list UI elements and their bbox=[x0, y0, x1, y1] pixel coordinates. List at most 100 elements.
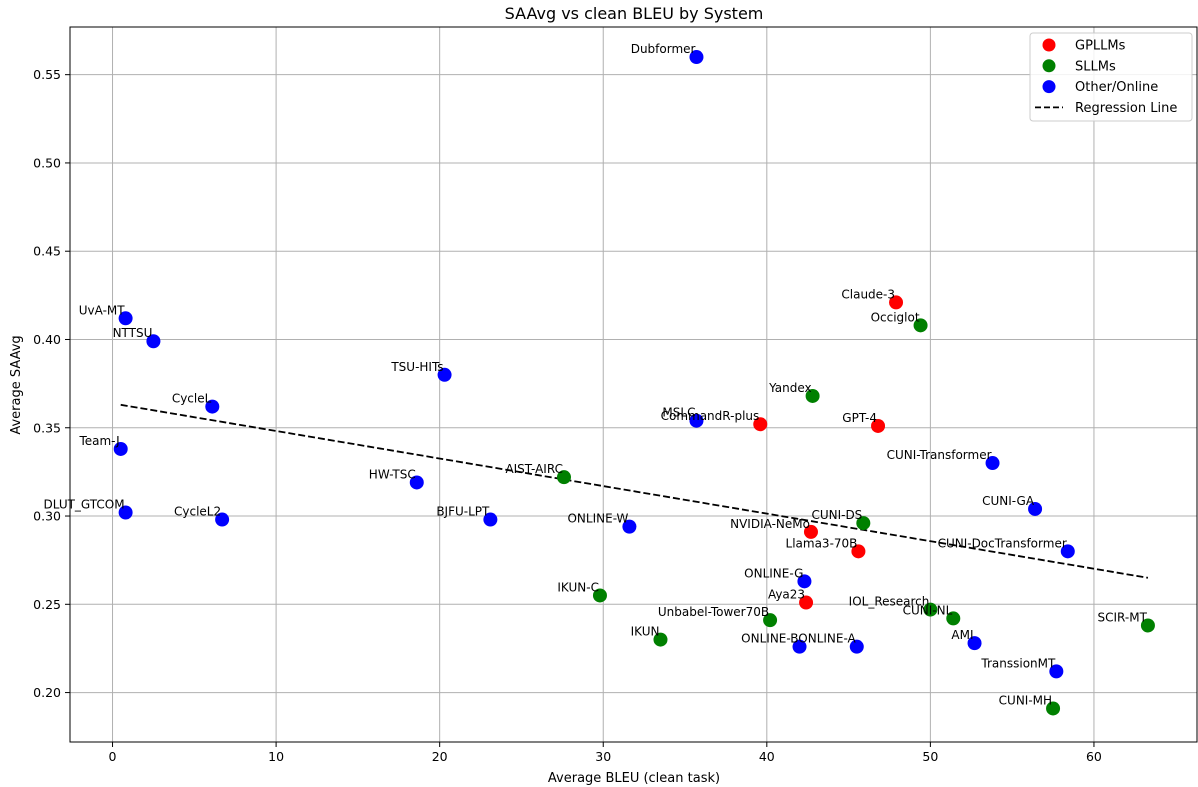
data-point bbox=[215, 512, 230, 527]
point-label: HW-TSC bbox=[369, 467, 416, 481]
plot-frame bbox=[69, 26, 1198, 743]
x-tick-label: 60 bbox=[1086, 749, 1102, 764]
point-label: DLUT_GTCOM bbox=[43, 497, 124, 511]
point-label: GPT-4 bbox=[842, 411, 877, 425]
point-label: CUNI-DocTransformer bbox=[938, 536, 1067, 550]
point-label: Dubformer bbox=[631, 42, 696, 56]
data-point bbox=[113, 441, 128, 456]
point-label: ONLINE-B bbox=[741, 632, 798, 646]
y-tick-label: 0.35 bbox=[33, 420, 61, 435]
point-label: CUNI-NL bbox=[903, 603, 953, 617]
data-point bbox=[118, 505, 133, 520]
point-label: ONLINE-W bbox=[567, 512, 628, 526]
point-label: CommandR-plus bbox=[661, 409, 760, 423]
data-point bbox=[1140, 618, 1155, 633]
point-label: NTTSU bbox=[113, 326, 153, 340]
tick-layer: 0 10 20 30 40 50 60 0.20 0.25 0.30 0.35 0.40 0.45 0.5… bbox=[33, 67, 1102, 764]
legend-marker bbox=[1042, 38, 1056, 52]
point-label: CycleL2 bbox=[174, 505, 221, 519]
legend-marker bbox=[1042, 59, 1056, 73]
data-point bbox=[622, 519, 637, 534]
y-axis-label: Average SAAvg bbox=[9, 335, 24, 434]
data-point bbox=[1046, 701, 1061, 716]
data-point bbox=[792, 639, 807, 654]
point-label: IOL_Research bbox=[849, 595, 930, 609]
data-point bbox=[653, 632, 668, 647]
point-label: Llama3-70B bbox=[786, 536, 858, 550]
point-label: ONLINE-G bbox=[744, 566, 803, 580]
point-label: SCIR-MT bbox=[1098, 610, 1148, 624]
point-label: UvA-MT bbox=[79, 303, 126, 317]
point-label: TSU-HITs bbox=[390, 360, 443, 374]
data-point bbox=[592, 588, 607, 603]
point-label: TranssionMT bbox=[980, 656, 1056, 670]
point-label: IKUN-C bbox=[557, 580, 599, 594]
data-point bbox=[118, 311, 133, 326]
point-label: Unbabel-Tower70B bbox=[658, 605, 769, 619]
regression-line bbox=[120, 403, 1149, 579]
data-point bbox=[851, 544, 866, 559]
point-label: CUNI-Transformer bbox=[887, 448, 992, 462]
data-point bbox=[1049, 664, 1064, 679]
data-point bbox=[889, 295, 904, 310]
x-tick-label: 50 bbox=[922, 749, 938, 764]
data-point bbox=[763, 613, 778, 628]
point-label: IKUN bbox=[631, 625, 660, 639]
data-point bbox=[205, 399, 220, 414]
point-label: Team-J bbox=[78, 434, 119, 448]
x-tick-label: 30 bbox=[595, 749, 611, 764]
point-label: Occiglot bbox=[871, 310, 920, 324]
point-label: Aya23 bbox=[768, 588, 805, 602]
y-tick-label: 0.45 bbox=[33, 244, 61, 259]
point-label: CUNI-DS bbox=[811, 508, 862, 522]
data-point bbox=[753, 417, 768, 432]
point-layer bbox=[113, 50, 1155, 716]
chart-title: SAAvg vs clean BLEU by System bbox=[505, 4, 764, 23]
x-tick-label: 10 bbox=[268, 749, 284, 764]
point-label: ONLINE-A bbox=[798, 632, 856, 646]
data-point bbox=[1028, 501, 1043, 516]
data-point bbox=[797, 574, 812, 589]
x-tick-label: 0 bbox=[109, 749, 117, 764]
data-point bbox=[556, 470, 571, 485]
y-tick-label: 0.40 bbox=[33, 332, 61, 347]
data-point bbox=[803, 524, 818, 539]
legend-label: Regression Line bbox=[1075, 101, 1177, 116]
data-point bbox=[967, 636, 982, 651]
data-point bbox=[849, 639, 864, 654]
point-label: Yandex bbox=[768, 381, 812, 395]
x-tick-label: 40 bbox=[759, 749, 775, 764]
label-layer: Dubformer Claude-3 Occiglot UvA-MT NTTSU TSU-… bbox=[43, 42, 1147, 707]
x-tick-label: 20 bbox=[432, 749, 448, 764]
legend-label: Other/Online bbox=[1075, 80, 1158, 95]
data-point bbox=[985, 456, 1000, 471]
point-label: Claude-3 bbox=[841, 287, 895, 301]
data-point bbox=[409, 475, 424, 490]
y-tick-label: 0.20 bbox=[33, 685, 61, 700]
legend-label: SLLMs bbox=[1075, 59, 1116, 74]
regression-layer bbox=[120, 403, 1149, 579]
y-tick-label: 0.25 bbox=[33, 597, 61, 612]
point-label: MSLC bbox=[662, 406, 695, 420]
legend-box bbox=[1029, 32, 1193, 122]
data-point bbox=[1060, 544, 1075, 559]
data-point bbox=[689, 413, 704, 428]
legend-label: GPLLMs bbox=[1075, 39, 1126, 54]
grid-layer bbox=[70, 27, 1197, 742]
point-label: AMI bbox=[951, 628, 973, 642]
data-point bbox=[923, 602, 938, 617]
y-tick-label: 0.55 bbox=[33, 67, 61, 82]
y-tick-label: 0.50 bbox=[33, 155, 61, 170]
point-label: CycleL bbox=[172, 392, 212, 406]
point-label: CUNI-MH bbox=[999, 693, 1052, 707]
x-axis-label: Average BLEU (clean task) bbox=[548, 771, 720, 786]
data-point bbox=[799, 595, 814, 610]
legend-marker bbox=[1042, 80, 1056, 94]
y-tick-label: 0.30 bbox=[33, 509, 61, 524]
point-label: AIST-AIRC bbox=[505, 462, 563, 476]
data-point bbox=[871, 418, 886, 433]
data-point bbox=[437, 367, 452, 382]
data-point bbox=[146, 334, 161, 349]
point-label: BJFU-LPT bbox=[436, 505, 490, 519]
